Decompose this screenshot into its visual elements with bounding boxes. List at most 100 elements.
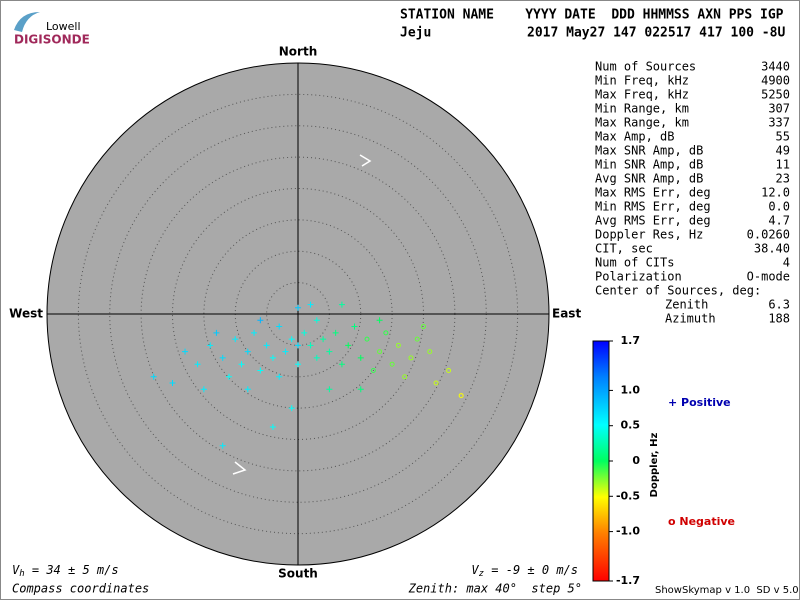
colorbar-tick-label: 0	[632, 454, 640, 467]
source-positive	[194, 361, 201, 368]
stat-value: 337	[768, 116, 790, 130]
source-positive	[313, 317, 320, 324]
v-text: = 34 ± 5 m/s	[25, 563, 119, 577]
source-positive	[251, 329, 258, 336]
compass-west: West	[9, 307, 43, 321]
legend-negative: o Negative	[668, 515, 735, 528]
stat-value: 12.0	[761, 186, 790, 200]
header-station: Jeju	[400, 26, 431, 41]
stat-label: Max SNR Amp, dB	[595, 144, 703, 158]
source-positive	[288, 405, 295, 412]
source-negative	[446, 367, 452, 373]
stat-label: Min RMS Err, deg	[595, 200, 711, 214]
stat-label: CIT, sec	[595, 242, 653, 256]
stat-value: 55	[776, 130, 790, 144]
source-positive	[213, 329, 220, 336]
source-positive	[326, 386, 333, 393]
stat-label: Min SNR Amp, dB	[595, 158, 703, 172]
colorbar-tick-label: 1.0	[621, 383, 641, 396]
legend-positive: + Positive	[668, 396, 731, 409]
source-positive	[313, 354, 320, 361]
source-negative	[377, 349, 383, 355]
source-positive	[169, 380, 176, 387]
direction-marker	[359, 154, 372, 167]
source-positive	[307, 301, 314, 308]
source-positive	[257, 317, 264, 324]
source-negative	[421, 324, 426, 330]
source-positive	[338, 361, 345, 368]
stat-value: 4	[783, 256, 790, 270]
source-positive	[295, 361, 301, 368]
stat-value: 5250	[761, 88, 790, 102]
stat-label: Max Range, km	[595, 116, 689, 130]
source-negative	[389, 361, 395, 367]
stat-label: Max Amp, dB	[595, 130, 674, 144]
center-value: 6.3	[768, 298, 790, 312]
source-positive	[276, 373, 283, 380]
colorbar-title: Doppler, Hz	[649, 433, 660, 498]
stat-value: 0.0260	[747, 228, 790, 242]
source-positive	[276, 323, 283, 330]
stat-value: 49	[776, 144, 790, 158]
source-negative	[414, 336, 420, 342]
source-positive	[351, 323, 358, 330]
logo-bottom: DIGISONDE	[14, 33, 90, 47]
stat-label: Max Freq, kHz	[595, 88, 689, 102]
center-title: Center of Sources, deg:	[595, 284, 761, 298]
stat-label: Min Freq, kHz	[595, 74, 689, 88]
source-positive	[150, 373, 157, 380]
source-positive	[219, 442, 226, 449]
source-positive	[320, 336, 327, 343]
stat-label: Doppler Res, Hz	[595, 228, 703, 242]
colorbar-tick-label: -1.0	[616, 525, 640, 538]
colorbar-tick-label: 1.7	[621, 334, 641, 347]
source-positive	[295, 342, 301, 349]
footer-left: Compass coordinates	[12, 582, 149, 596]
source-positive	[269, 354, 276, 361]
source-negative	[433, 380, 439, 386]
source-positive	[219, 354, 226, 361]
colorbar-tick-label: -1.7	[616, 574, 640, 587]
source-positive	[345, 342, 352, 349]
source-positive	[232, 336, 239, 343]
source-positive	[207, 342, 214, 349]
stat-label: Max RMS Err, deg	[595, 186, 711, 200]
source-negative	[402, 374, 408, 380]
source-positive	[357, 386, 364, 393]
source-positive	[200, 386, 207, 393]
source-positive	[307, 342, 314, 349]
stat-value: 38.40	[754, 242, 790, 256]
compass-east: East	[552, 307, 581, 321]
v-symbol: V	[471, 563, 479, 577]
source-negative	[427, 349, 433, 355]
source-positive	[288, 336, 295, 343]
source-negative	[395, 342, 401, 348]
stat-value: 4900	[761, 74, 790, 88]
source-positive	[238, 361, 245, 368]
v-sub: z	[479, 569, 484, 579]
source-negative	[408, 355, 414, 361]
direction-marker	[232, 461, 247, 475]
source-positive	[357, 354, 364, 361]
header-labels: STATION NAME YYYY DATE DDD HHMMSS AXN PP…	[400, 8, 784, 23]
center-label: Zenith	[665, 298, 708, 312]
compass-north: North	[279, 45, 317, 59]
compass-south: South	[278, 567, 318, 581]
source-positive	[332, 329, 339, 336]
stat-value: 3440	[761, 60, 790, 74]
colorbar-tick-label: -0.5	[616, 489, 640, 502]
source-positive	[376, 317, 383, 324]
source-positive	[282, 348, 289, 355]
center-label: Azimuth	[665, 312, 716, 326]
v-text: = -9 ± 0 m/s	[484, 563, 578, 577]
stat-label: Num of CITs	[595, 256, 674, 270]
stat-label: Avg RMS Err, deg	[595, 214, 711, 228]
source-positive	[338, 301, 345, 308]
source-negative	[458, 393, 464, 399]
stat-label: Num of Sources	[595, 60, 696, 74]
velocity-z: Vz = -9 ± 0 m/s	[471, 563, 578, 579]
source-positive	[182, 348, 189, 355]
center-value: 188	[768, 312, 790, 326]
v-sub: h	[19, 569, 24, 579]
